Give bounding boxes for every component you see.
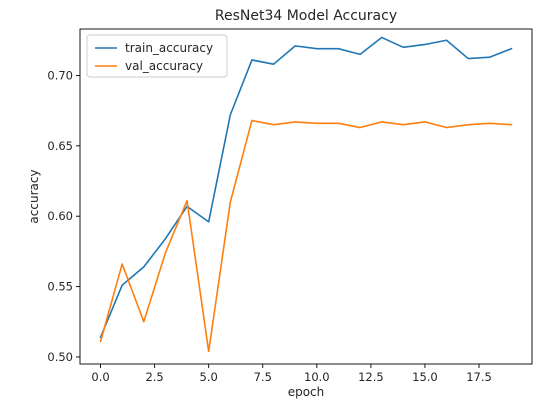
y-tick-label: 0.60 [47, 209, 73, 223]
x-tick-label: 10.0 [304, 370, 330, 384]
x-tick-label: 15.0 [412, 370, 438, 384]
y-tick-label: 0.50 [47, 350, 73, 364]
legend: train_accuracy val_accuracy [86, 34, 228, 78]
x-tick-label: 12.5 [358, 370, 384, 384]
series-line-train_accuracy [99, 36, 513, 339]
y-tick-label: 0.55 [47, 280, 73, 294]
chart-title: ResNet34 Model Accuracy [215, 8, 397, 24]
x-tick-label: 5.0 [200, 370, 218, 384]
series-line-val_accuracy [99, 119, 513, 353]
plot-area [99, 36, 513, 353]
x-tick-label: 7.5 [254, 370, 272, 384]
legend-entry-train_accuracy: train_accuracy [125, 41, 213, 55]
x-tick-label: 17.5 [466, 370, 492, 384]
x-tick-label: 2.5 [145, 370, 163, 384]
x-axis: 0.0 2.5 5.0 7.5 10.0 12.5 15.0 17.5 [91, 364, 492, 384]
legend-entry-val_accuracy: val_accuracy [125, 59, 203, 73]
y-axis-label: accuracy [27, 169, 41, 223]
x-axis-label: epoch [288, 385, 325, 399]
plot-frame [79, 28, 533, 365]
y-tick-label: 0.70 [47, 68, 73, 82]
x-tick-label: 0.0 [91, 370, 109, 384]
y-axis: 0.50 0.55 0.60 0.65 0.70 [47, 68, 80, 364]
legend-box [86, 34, 228, 78]
y-tick-label: 0.65 [47, 139, 73, 153]
